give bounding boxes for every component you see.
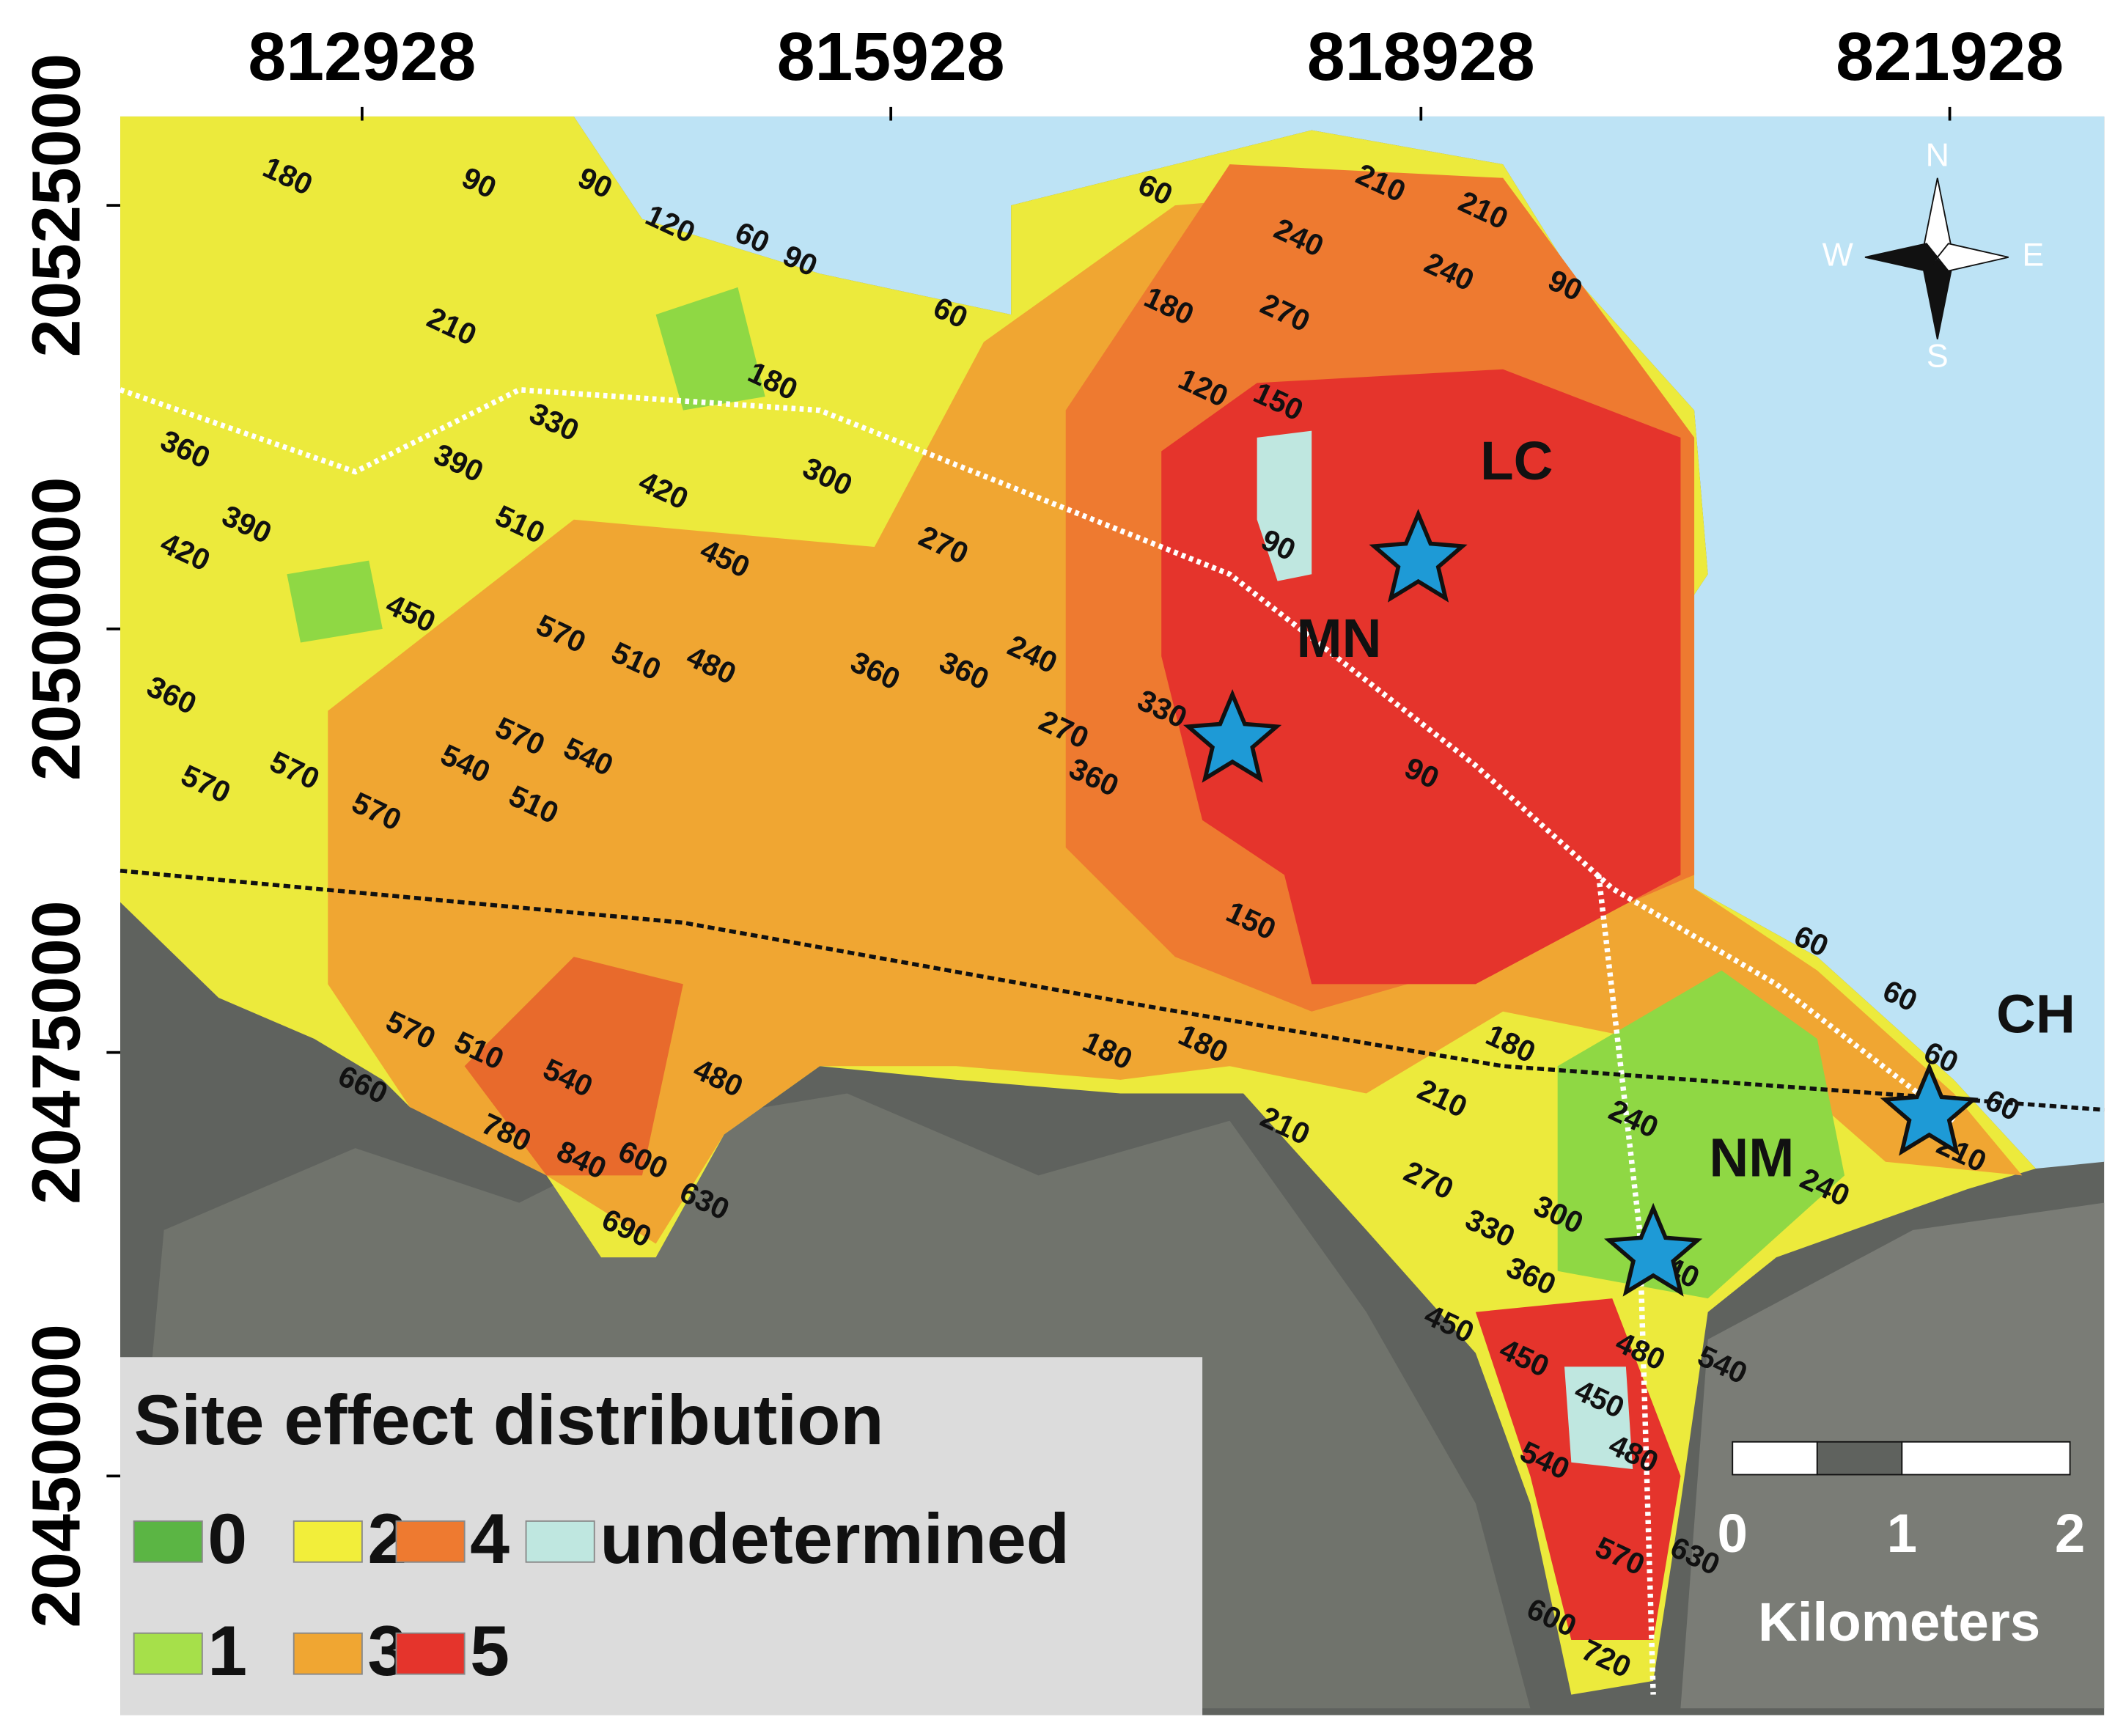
legend-swatch bbox=[293, 1520, 363, 1563]
scale-segment bbox=[1816, 1441, 1903, 1476]
x-axis-label: 821928 bbox=[1836, 18, 2064, 95]
x-axis-label: 818928 bbox=[1307, 18, 1535, 95]
scale-unit: Kilometers bbox=[1758, 1592, 2040, 1652]
compass-arm bbox=[1936, 243, 2009, 272]
legend-swatch bbox=[525, 1520, 595, 1563]
scale-tick-label: 2 bbox=[2055, 1503, 2085, 1564]
compass-arm bbox=[1923, 259, 1952, 339]
site-marker bbox=[1369, 509, 1468, 603]
y-axis-label: 20450000 bbox=[18, 1324, 94, 1628]
road bbox=[1595, 874, 1656, 1695]
legend-swatch bbox=[293, 1632, 363, 1675]
scale-tick-label: 1 bbox=[1887, 1503, 1917, 1564]
compass-letter: N bbox=[1926, 138, 1949, 174]
legend-label: undetermined bbox=[600, 1498, 1070, 1578]
site-label: MN bbox=[1297, 608, 1382, 669]
legend-swatch bbox=[395, 1520, 466, 1563]
scale-segment bbox=[1901, 1441, 2071, 1476]
fault-line bbox=[119, 868, 2105, 1112]
legend-label: 4 bbox=[470, 1498, 510, 1578]
legend-swatch bbox=[133, 1632, 203, 1675]
x-axis-label: 815928 bbox=[777, 18, 1005, 95]
x-axis-label: 812928 bbox=[248, 18, 476, 95]
site-marker bbox=[1183, 689, 1282, 783]
land-zone-1 bbox=[1557, 970, 1845, 1299]
compass-letter: W bbox=[1822, 238, 1854, 273]
y-axis-label: 20500000 bbox=[18, 477, 94, 781]
legend-label: 0 bbox=[207, 1498, 247, 1578]
land-zone-1 bbox=[287, 287, 765, 643]
site-label: CH bbox=[1996, 984, 2075, 1045]
legend-swatch bbox=[395, 1632, 466, 1675]
y-axis-label: 20525000 bbox=[18, 54, 94, 358]
scale-segment bbox=[1732, 1441, 1818, 1476]
scale-bar bbox=[1732, 1441, 2071, 1476]
site-marker bbox=[1604, 1202, 1703, 1297]
compass-letter: E bbox=[2022, 238, 2044, 273]
legend-label: 1 bbox=[207, 1611, 247, 1691]
y-axis-label: 20475000 bbox=[18, 900, 94, 1204]
legend-swatch bbox=[133, 1520, 203, 1563]
legend-title: Site effect distribution bbox=[134, 1380, 884, 1460]
legend-label: 5 bbox=[470, 1611, 510, 1691]
site-marker bbox=[1880, 1062, 1979, 1156]
site-label: LC bbox=[1480, 430, 1553, 491]
compass-rose bbox=[1864, 177, 2009, 339]
sea bbox=[573, 116, 2105, 1169]
land-zone-4 bbox=[464, 957, 683, 1176]
road bbox=[119, 386, 1956, 1123]
site-label: NM bbox=[1709, 1127, 1794, 1188]
compass-letter: S bbox=[1927, 339, 1949, 375]
land-zone-5 bbox=[1475, 1298, 1681, 1641]
scale-tick-label: 0 bbox=[1718, 1503, 1748, 1564]
undetermined-zone bbox=[1257, 430, 1633, 1470]
